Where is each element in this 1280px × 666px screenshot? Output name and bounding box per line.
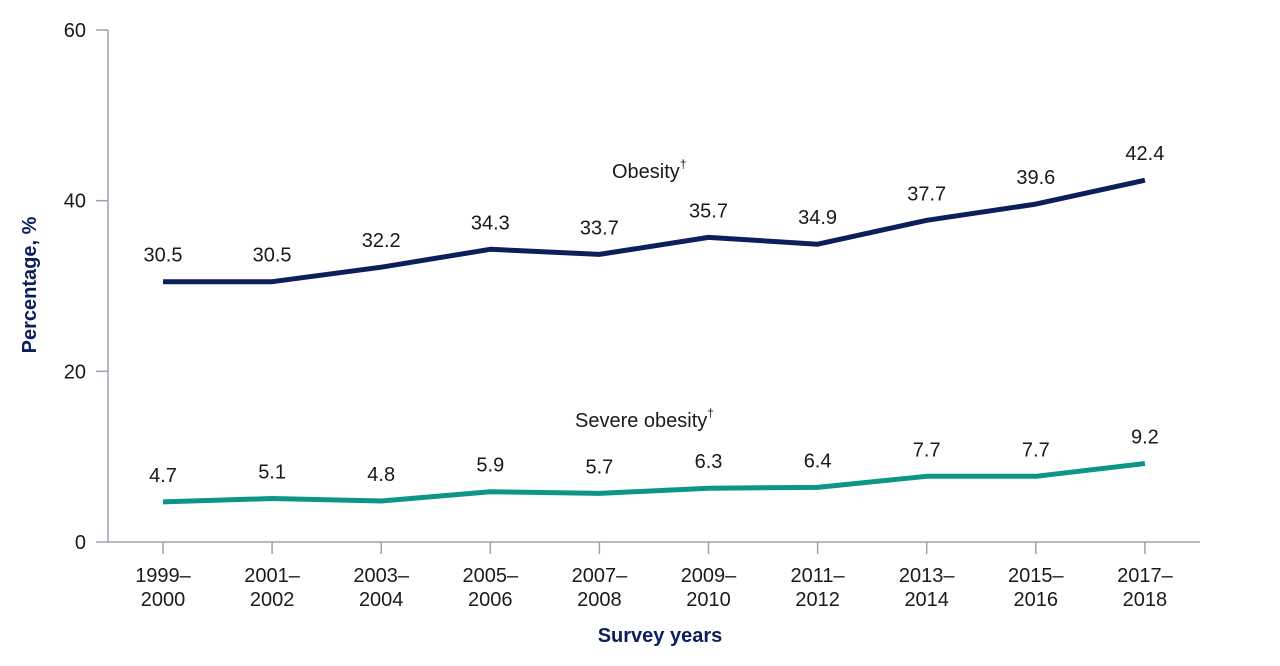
x-tick-label: 2007– 2008 — [572, 565, 628, 611]
y-axis: 0 20 40 60 — [64, 20, 109, 554]
x-axis-title: Survey years — [598, 625, 723, 647]
series-line-1 — [162, 461, 1146, 505]
x-tick-label: 2001– 2002 — [244, 565, 300, 611]
data-label: 5.1 — [258, 461, 286, 483]
series-label-0: Obesity† — [612, 157, 687, 183]
x-tick-label: 2017– 2018 — [1117, 565, 1173, 611]
data-label: 33.7 — [580, 217, 619, 239]
y-tick-label: 0 — [75, 532, 86, 554]
data-label: 7.7 — [913, 439, 941, 461]
x-tick-label: 2013– 2014 — [899, 565, 955, 611]
data-label: 42.4 — [1125, 143, 1164, 165]
data-label: 9.2 — [1131, 426, 1159, 448]
data-label: 35.7 — [689, 200, 728, 222]
x-tick-label: 2003– 2004 — [353, 565, 409, 611]
x-tick-label: 2015– 2016 — [1008, 565, 1064, 611]
x-tick-label: 2009– 2010 — [681, 565, 737, 611]
y-tick-label: 60 — [64, 20, 86, 42]
data-label: 4.7 — [149, 465, 177, 487]
data-label: 6.3 — [695, 451, 723, 473]
data-label: 7.7 — [1022, 439, 1050, 461]
y-tick-label: 40 — [64, 191, 86, 213]
data-label: 6.4 — [804, 450, 832, 472]
data-label: 30.5 — [253, 245, 292, 267]
series-line-0 — [163, 177, 1146, 285]
y-axis-title: Percentage, % — [19, 216, 41, 353]
data-label: 34.9 — [798, 207, 837, 229]
x-tick-label: 2005– 2006 — [462, 565, 518, 611]
data-label: 5.9 — [476, 455, 504, 477]
x-tick-label: 1999– 2000 — [135, 565, 191, 611]
series-labels: Obesity† Severe obesity† — [575, 157, 714, 432]
data-label: 37.7 — [907, 183, 946, 205]
x-axis: 1999– 2000 2001– 2002 2003– 2004 2005– 2006 2007… — [108, 541, 1200, 611]
data-labels: 30.5 30.5 32.2 34.3 33.7 35.7 34.9 37.7 39.6 42.4… — [144, 143, 1165, 487]
data-label: 4.8 — [367, 464, 395, 486]
series-label-1: Severe obesity† — [575, 406, 714, 432]
series-lines — [162, 177, 1146, 505]
data-label: 30.5 — [144, 245, 183, 267]
data-label: 32.2 — [362, 230, 401, 252]
x-tick-label: 2011– 2012 — [791, 565, 846, 611]
data-label: 39.6 — [1016, 167, 1055, 189]
data-label: 5.7 — [585, 456, 613, 478]
y-tick-label: 20 — [64, 361, 86, 383]
data-label: 34.3 — [471, 212, 510, 234]
